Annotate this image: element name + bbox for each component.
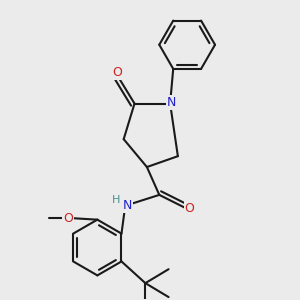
Text: O: O xyxy=(185,202,195,215)
Text: H: H xyxy=(112,195,121,205)
Text: N: N xyxy=(123,199,132,212)
Text: O: O xyxy=(63,212,73,225)
Text: O: O xyxy=(112,66,122,79)
Text: N: N xyxy=(167,95,176,109)
